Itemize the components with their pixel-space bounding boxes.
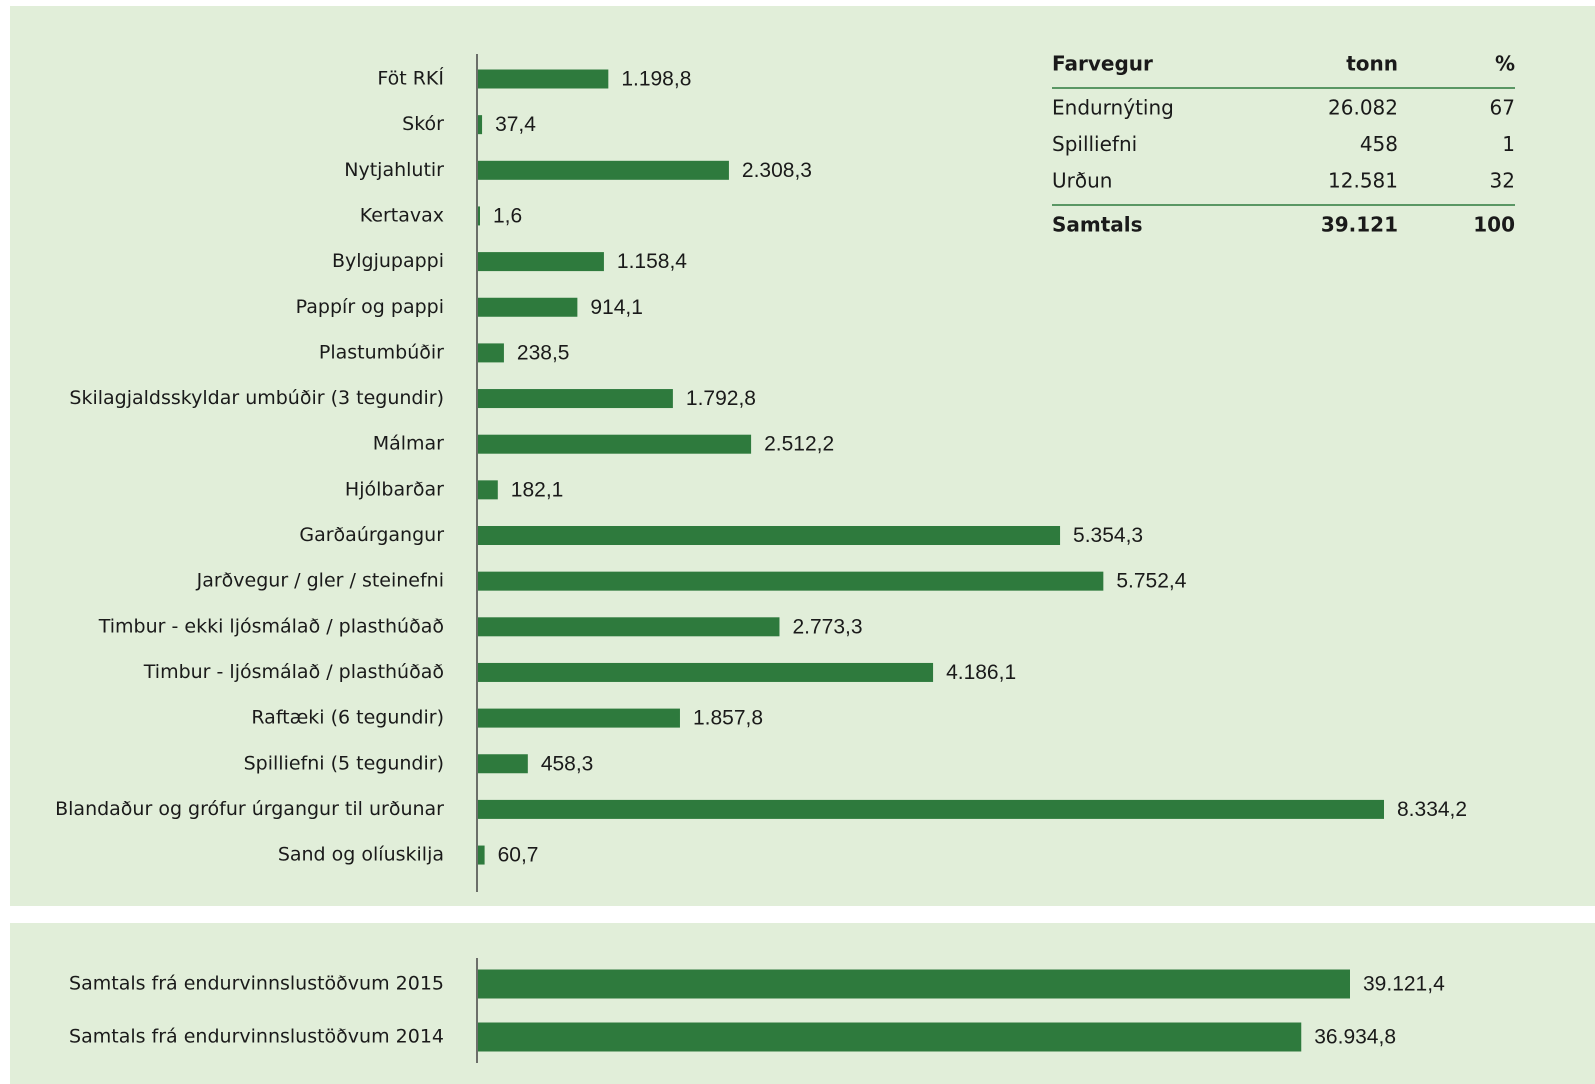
bar (478, 252, 604, 272)
table-cell: 100 (1473, 213, 1515, 237)
category-label: Pappír og pappi (296, 296, 444, 318)
category-label: Sand og olíuskilja (278, 844, 444, 866)
bar (478, 799, 1384, 819)
category-label: Kertavax (360, 204, 444, 226)
table-cell: 12.581 (1328, 169, 1398, 193)
value-label: 1.198,8 (621, 68, 691, 91)
category-label: Raftæki (6 tegundir) (251, 707, 444, 729)
category-label: Samtals frá endurvinnslustöðvum 2014 (69, 1026, 444, 1048)
category-label: Skilagjaldsskyldar umbúðir (3 tegundir) (69, 387, 444, 409)
value-label: 182,1 (511, 478, 564, 501)
value-label: 2.773,3 (792, 615, 862, 638)
category-label: Spilliefni (5 tegundir) (244, 752, 444, 774)
value-label: 238,5 (517, 341, 570, 364)
bar (478, 708, 680, 728)
value-label: 1.158,4 (617, 250, 687, 273)
bar (478, 754, 528, 774)
value-label: 914,1 (590, 296, 643, 319)
bar (478, 662, 934, 682)
bar (478, 69, 609, 89)
value-label: 1.857,8 (693, 707, 763, 730)
table-cell: Urðun (1052, 169, 1112, 193)
table-cell: 39.121 (1321, 213, 1398, 237)
value-label: 4.186,1 (946, 661, 1016, 684)
value-label: 2.512,2 (764, 433, 834, 456)
category-label: Plastumbúðir (319, 341, 444, 363)
category-label: Jarðvegur / gler / steinefni (196, 570, 444, 592)
value-label: 5.752,4 (1116, 570, 1186, 593)
category-label: Föt RKÍ (377, 67, 444, 90)
value-label: 458,3 (541, 752, 594, 775)
category-label: Blandaður og grófur úrgangur til urðunar (55, 798, 444, 820)
bar (478, 389, 673, 409)
value-label: 60,7 (498, 844, 539, 867)
category-label: Samtals frá endurvinnslustöðvum 2015 (69, 973, 444, 995)
bar (478, 1022, 1302, 1052)
category-label: Bylgjupappi (332, 250, 444, 272)
value-label: 8.334,2 (1397, 798, 1467, 821)
table-cell: 26.082 (1328, 96, 1398, 120)
bar (478, 434, 752, 454)
bar (478, 343, 504, 363)
category-label: Timbur - ekki ljósmálað / plasthúðað (98, 615, 444, 637)
bar (478, 969, 1350, 999)
value-label: 36.934,8 (1314, 1026, 1396, 1049)
value-label: 37,4 (495, 113, 536, 136)
value-label: 2.308,3 (742, 159, 812, 182)
bar (478, 845, 485, 865)
bar (478, 115, 483, 135)
category-label: Skór (402, 113, 444, 135)
bar (478, 160, 729, 180)
bar (478, 206, 480, 226)
category-label: Timbur - ljósmálað / plasthúðað (143, 661, 444, 683)
panel (10, 6, 1595, 906)
bar (478, 571, 1104, 591)
category-label: Garðaúrgangur (299, 524, 444, 546)
table-cell: Spilliefni (1052, 132, 1137, 156)
category-label: Nytjahlutir (344, 159, 444, 181)
table-cell: Samtals (1052, 213, 1143, 237)
category-label: Málmar (373, 433, 444, 455)
panel (10, 923, 1595, 1084)
table-cell: 1 (1502, 132, 1515, 156)
table-cell: Farvegur (1052, 52, 1153, 76)
table-cell: 458 (1360, 132, 1398, 156)
bar (478, 480, 498, 500)
value-label: 39.121,4 (1363, 973, 1445, 996)
value-label: 1,6 (493, 204, 522, 227)
category-label: Hjólbarðar (345, 478, 444, 500)
table-cell: tonn (1346, 52, 1398, 76)
bar (478, 526, 1061, 545)
bar (478, 297, 578, 317)
table-cell: Endurnýting (1052, 96, 1174, 120)
bar (478, 617, 780, 637)
table-cell: 67 (1490, 96, 1515, 120)
table-cell: % (1495, 52, 1515, 76)
table-cell: 32 (1490, 169, 1515, 193)
value-label: 5.354,3 (1073, 524, 1143, 547)
value-label: 1.792,8 (686, 387, 756, 410)
